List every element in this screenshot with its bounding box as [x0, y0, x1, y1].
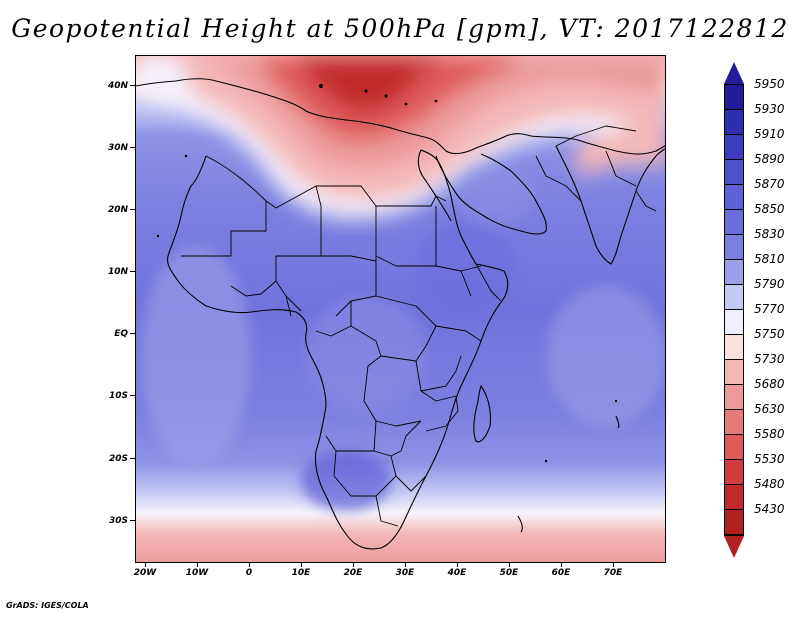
colorbar-label: 5790 [754, 277, 785, 291]
colorbar-label: 5830 [754, 227, 785, 241]
colorbar-segment [725, 310, 743, 335]
coastlines [136, 78, 665, 550]
lon-tick [509, 563, 510, 567]
lat-tick [130, 209, 135, 210]
colorbar-segment [725, 335, 743, 360]
lat-tick [130, 395, 135, 396]
colorbar-segment [725, 235, 743, 260]
colorbar-label: 5890 [754, 152, 785, 166]
height-field-blobs [141, 166, 665, 511]
colorbar-label: 5480 [754, 477, 785, 491]
lat-label: 20S [108, 454, 128, 464]
lon-label: 60E [551, 568, 571, 578]
colorbar-segment [725, 135, 743, 160]
colorbar-segment [725, 210, 743, 235]
lat-label: 30S [108, 516, 128, 526]
colorbar-segment [725, 260, 743, 285]
country-borders [181, 125, 657, 527]
credit-text: GrADS: IGES/COLA [6, 601, 89, 610]
colorbar-label: 5910 [754, 127, 785, 141]
lat-tick [130, 458, 135, 459]
lon-label: 50E [499, 568, 519, 578]
map-frame [135, 55, 666, 563]
colorbar-segment [725, 460, 743, 485]
lon-label: 40E [447, 568, 467, 578]
lon-label: 70E [603, 568, 623, 578]
lat-label: EQ [114, 329, 128, 339]
lat-label: 10N [107, 267, 128, 277]
colorbar-label: 5810 [754, 252, 785, 266]
chart-title: Geopotential Height at 500hPa [gpm], VT:… [11, 14, 789, 43]
lon-label: 10E [291, 568, 311, 578]
colorbar-label: 5750 [754, 327, 785, 341]
colorbar [724, 62, 744, 558]
colorbar-label: 5680 [754, 377, 785, 391]
lon-label: 10W [185, 568, 209, 578]
colorbar-segment [725, 485, 743, 510]
colorbar-label: 5930 [754, 102, 785, 116]
lon-tick [613, 563, 614, 567]
lon-label: 0 [245, 568, 253, 578]
lon-label: 30E [395, 568, 415, 578]
lat-tick [130, 85, 135, 86]
lon-label: 20W [133, 568, 157, 578]
colorbar-label: 5950 [754, 77, 785, 91]
lon-label: 20E [343, 568, 363, 578]
lat-tick [130, 520, 135, 521]
colorbar-label: 5580 [754, 427, 785, 441]
lon-tick [301, 563, 302, 567]
colorbar-label: 5530 [754, 452, 785, 466]
lon-tick [561, 563, 562, 567]
colorbar-label: 5850 [754, 202, 785, 216]
colorbar-over-arrow [724, 62, 744, 84]
lat-tick [130, 271, 135, 272]
colorbar-segment [725, 435, 743, 460]
lon-tick [197, 563, 198, 567]
colorbar-segment [725, 160, 743, 185]
islands [156, 84, 618, 463]
lon-tick [145, 563, 146, 567]
lon-tick [353, 563, 354, 567]
colorbar-label: 5730 [754, 352, 785, 366]
lon-tick [249, 563, 250, 567]
colorbar-under-arrow [724, 536, 744, 558]
colorbar-segment [725, 410, 743, 435]
colorbar-segment [725, 110, 743, 135]
colorbar-label: 5770 [754, 302, 785, 316]
colorbar-segment [725, 185, 743, 210]
height-field-ridge [136, 56, 665, 220]
lon-tick [405, 563, 406, 567]
colorbar-segment [725, 85, 743, 110]
lat-tick [130, 333, 135, 334]
colorbar-box [724, 84, 744, 536]
lat-label: 20N [107, 205, 128, 215]
lat-label: 30N [107, 143, 128, 153]
lat-label: 40N [107, 81, 128, 91]
lat-tick [130, 147, 135, 148]
colorbar-segment [725, 360, 743, 385]
colorbar-label: 5630 [754, 402, 785, 416]
lon-tick [457, 563, 458, 567]
colorbar-label: 5430 [754, 502, 785, 516]
colorbar-segment [725, 385, 743, 410]
colorbar-segment [725, 285, 743, 310]
map-canvas [136, 56, 665, 562]
lat-label: 10S [108, 391, 128, 401]
colorbar-label: 5870 [754, 177, 785, 191]
colorbar-segment [725, 510, 743, 535]
